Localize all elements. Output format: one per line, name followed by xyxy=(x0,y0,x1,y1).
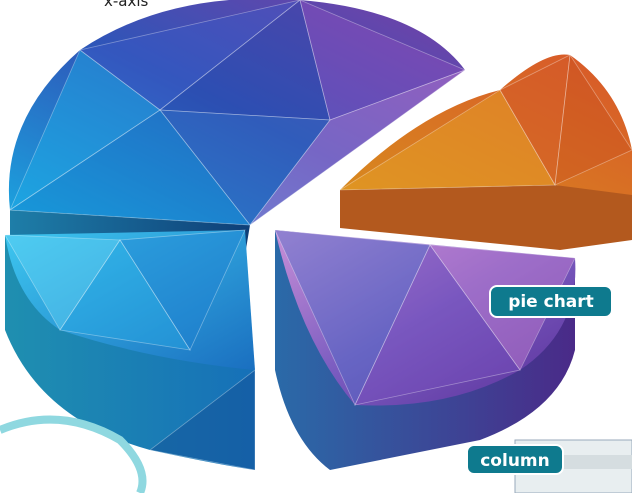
back-slice xyxy=(8,0,467,255)
left-slice xyxy=(4,229,256,471)
ring xyxy=(0,415,147,493)
label-box xyxy=(466,444,564,475)
orange-slice xyxy=(338,53,632,250)
label-column: column xyxy=(466,444,564,475)
label-text: column xyxy=(480,451,550,471)
label-box xyxy=(489,285,613,318)
caption: x-axis xyxy=(104,0,149,10)
right-slice xyxy=(274,229,576,470)
label-text: pie chart xyxy=(508,292,594,312)
label-pie: pie chart xyxy=(489,285,613,318)
